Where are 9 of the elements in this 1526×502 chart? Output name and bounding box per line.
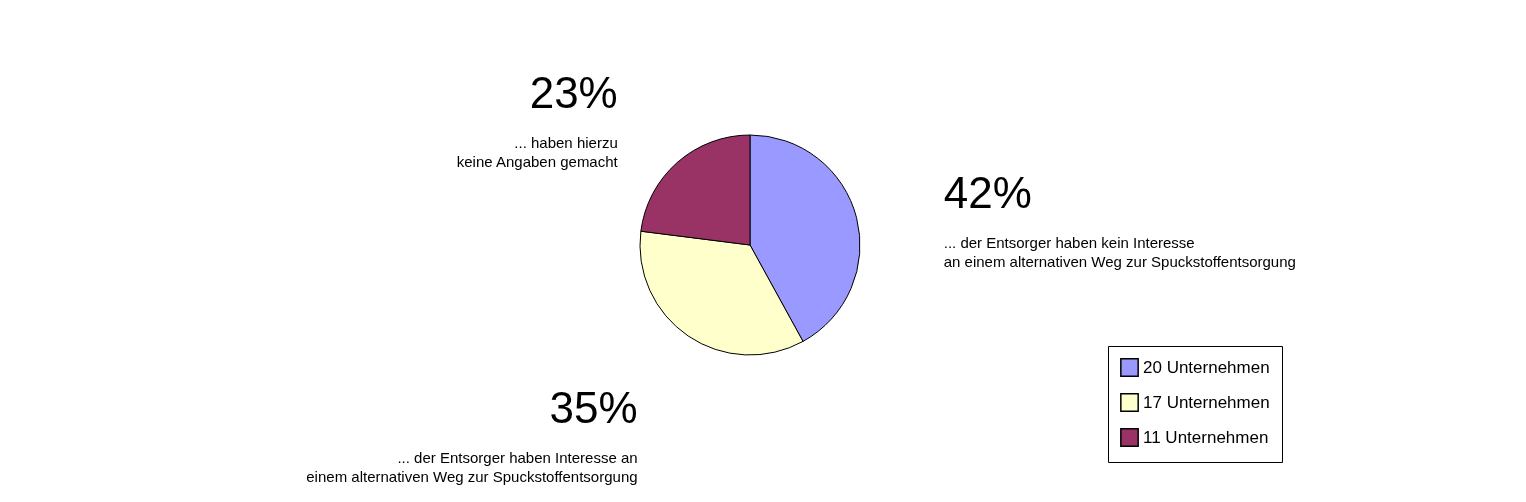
legend-label: 11 Unternehmen	[1143, 427, 1269, 447]
data-label: 35%	[549, 383, 638, 433]
text: ... der Entsorger haben kein Interesse an einem alternativen Weg zur Spuckstoffentsorgung	[943, 234, 1296, 271]
text: ... haben hierzu keine Angaben gemacht	[456, 133, 619, 170]
data-label: 42%	[943, 168, 1032, 218]
text: ... der Entsorger haben Interesse an einem alternativen Weg zur Spuckstoffentsorgung	[306, 449, 638, 486]
data-label: 23%	[529, 67, 618, 117]
legend-label: 20 Unternehmen	[1143, 357, 1270, 377]
legend-label: 17 Unternehmen	[1143, 392, 1270, 412]
